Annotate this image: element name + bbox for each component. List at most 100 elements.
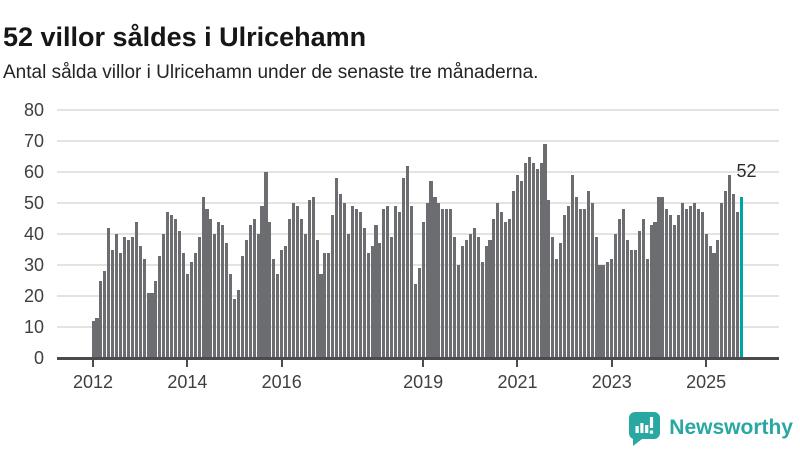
bar — [119, 252, 123, 358]
bar — [464, 240, 468, 358]
bar — [311, 196, 315, 358]
bar — [625, 240, 630, 358]
bar — [232, 299, 237, 358]
bar — [421, 221, 425, 358]
bar — [582, 209, 586, 358]
bar — [445, 209, 449, 358]
bar — [574, 196, 578, 358]
bar — [677, 215, 681, 358]
bar — [661, 196, 665, 358]
bar — [158, 255, 162, 358]
bar — [732, 193, 736, 358]
bar — [142, 258, 146, 358]
highlight-bar — [739, 196, 744, 358]
bar — [602, 265, 606, 358]
bar — [590, 203, 594, 358]
y-axis-label: 80 — [23, 100, 44, 120]
bar — [492, 218, 496, 358]
bar — [488, 240, 492, 358]
bar — [91, 320, 95, 358]
bar — [398, 212, 402, 358]
bar — [260, 206, 264, 358]
bar — [240, 255, 244, 358]
bar — [280, 249, 284, 358]
bar — [500, 212, 504, 358]
bar — [205, 209, 209, 358]
bar — [150, 292, 154, 358]
bar — [264, 172, 268, 358]
bar — [688, 206, 692, 358]
bar — [614, 234, 618, 358]
bar — [586, 190, 590, 358]
bar — [712, 252, 716, 358]
highlight-value-label: 52 — [736, 160, 757, 181]
bar-series — [91, 110, 748, 358]
bar — [307, 199, 311, 358]
bar — [134, 221, 138, 358]
bar — [684, 209, 689, 358]
bar — [563, 215, 567, 358]
bar — [138, 246, 142, 358]
bar — [382, 209, 386, 358]
bar — [736, 212, 740, 358]
bar — [197, 237, 201, 358]
bar — [637, 230, 641, 358]
bar — [268, 221, 272, 358]
bar — [692, 203, 696, 358]
newsworthy-logo-text: Newsworthy — [669, 416, 793, 439]
bar — [425, 203, 429, 358]
bar — [193, 252, 197, 358]
bar — [370, 246, 374, 358]
bar — [126, 240, 130, 358]
bar — [456, 265, 461, 358]
bar — [256, 234, 260, 358]
bar — [248, 224, 252, 358]
x-axis-tick — [422, 359, 425, 367]
bar — [460, 246, 464, 358]
y-axis-label: 10 — [23, 317, 44, 337]
bar — [185, 274, 189, 358]
bar — [170, 215, 174, 358]
bar — [130, 237, 134, 358]
bar — [468, 234, 472, 358]
y-axis-label: 40 — [23, 224, 44, 244]
newsworthy-logo: Newsworthy — [628, 410, 793, 446]
gridline — [57, 140, 779, 142]
x-axis-line — [57, 356, 779, 360]
bar — [291, 203, 296, 358]
bar — [319, 274, 323, 358]
bar — [276, 274, 280, 358]
bar — [335, 178, 339, 358]
bar — [484, 246, 488, 358]
bar — [299, 218, 303, 358]
gridline — [57, 233, 779, 235]
bar — [653, 221, 657, 358]
bar — [555, 258, 559, 358]
bar — [720, 203, 724, 358]
bar — [453, 237, 457, 358]
bar — [252, 218, 256, 358]
bar — [358, 212, 362, 358]
bar — [449, 209, 453, 358]
bar — [229, 274, 233, 358]
y-axis-label: 50 — [23, 193, 44, 213]
bar — [531, 162, 535, 358]
x-axis-label: 2014 — [167, 372, 208, 392]
bar — [107, 227, 111, 358]
bar — [225, 243, 229, 358]
bar — [115, 234, 119, 358]
y-axis-label: 60 — [23, 162, 44, 182]
bar — [162, 234, 166, 358]
bar — [401, 178, 406, 358]
bar — [154, 280, 158, 358]
bar — [681, 203, 685, 358]
bar — [315, 240, 319, 358]
bar — [551, 237, 555, 358]
bar — [673, 224, 677, 358]
bar — [429, 181, 433, 358]
bar — [201, 196, 205, 358]
bar — [374, 224, 378, 358]
bar — [177, 230, 182, 358]
x-axis-tick — [516, 359, 519, 367]
